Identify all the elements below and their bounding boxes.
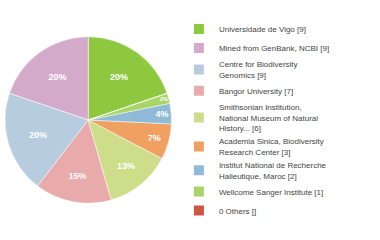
svg-text:Wellcome Sanger Institute [1]: Wellcome Sanger Institute [1] [219, 188, 323, 197]
svg-text:Centre for BiodiversityGenomic: Centre for BiodiversityGenomics [9] [219, 60, 298, 79]
svg-text:Bangor University [7]: Bangor University [7] [219, 87, 293, 96]
svg-text:20%: 20% [110, 72, 128, 82]
svg-text:Smithsonian Institution,Nation: Smithsonian Institution,National Museum … [219, 103, 318, 133]
svg-text:2%: 2% [160, 96, 168, 102]
svg-text:Universidade de Vigo [9]: Universidade de Vigo [9] [219, 25, 306, 34]
svg-text:0 Others []: 0 Others [] [219, 207, 256, 216]
svg-text:Mined from GenBank, NCBI [9]: Mined from GenBank, NCBI [9] [219, 44, 329, 53]
svg-text:13%: 13% [117, 161, 135, 171]
svg-text:15%: 15% [69, 171, 87, 181]
svg-text:Institut National de Recherche: Institut National de RechercheHalieutiqu… [219, 161, 327, 180]
svg-text:20%: 20% [49, 72, 67, 82]
svg-text:7%: 7% [148, 133, 161, 143]
svg-text:Academia Sinica, BiodiversityR: Academia Sinica, BiodiversityResearch Ce… [219, 137, 324, 156]
svg-text:20%: 20% [29, 130, 47, 140]
svg-text:4%: 4% [156, 109, 169, 119]
